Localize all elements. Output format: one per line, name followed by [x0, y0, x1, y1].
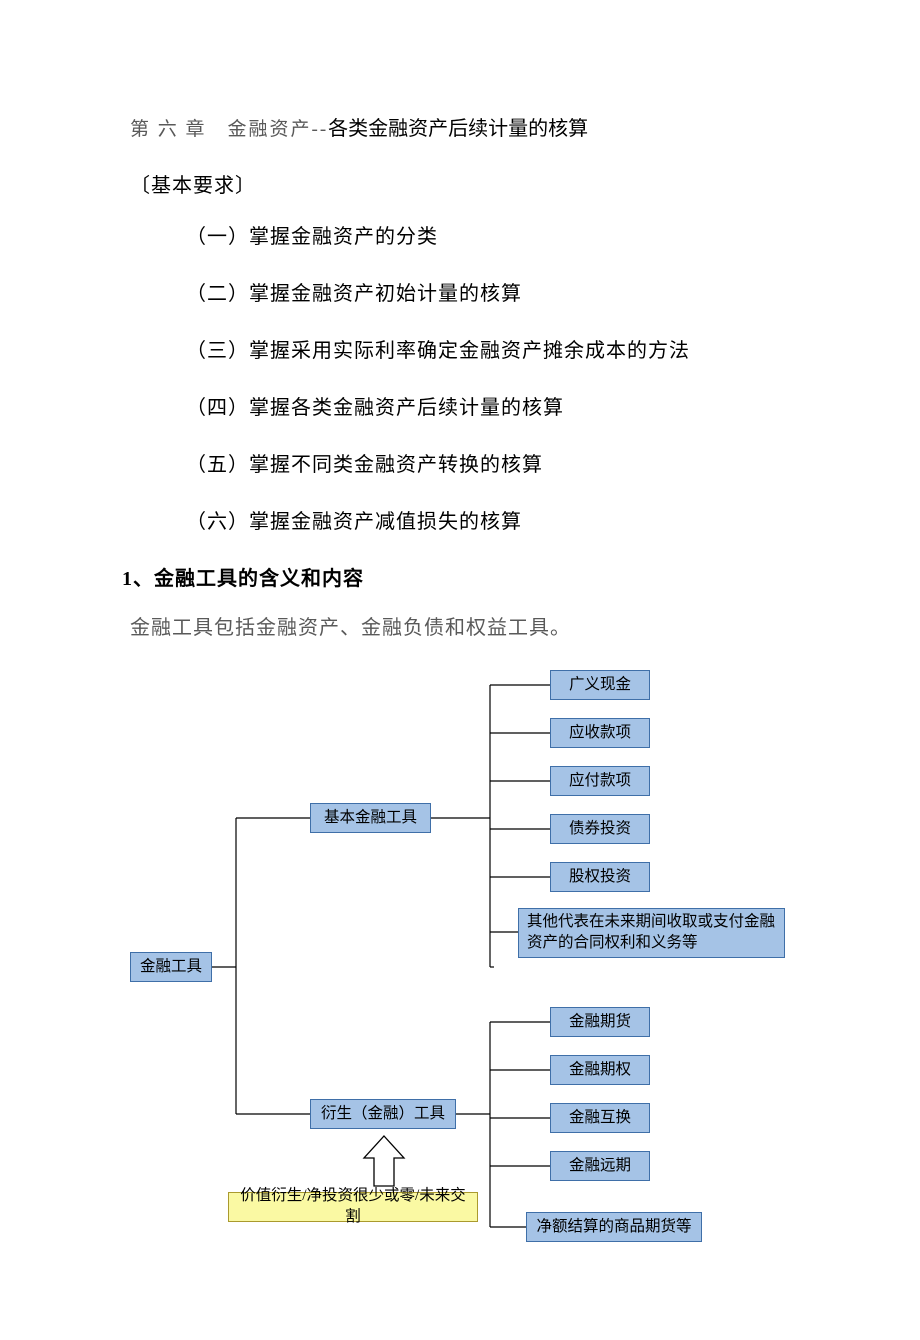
section-heading: 1、金融工具的含义和内容 [122, 562, 790, 591]
node-label: 金融期权 [569, 1060, 631, 1081]
node-label: 金融期货 [569, 1012, 631, 1033]
node-leaf: 应收款项 [550, 718, 650, 748]
node-label: 金融互换 [569, 1108, 631, 1129]
node-leaf: 金融期货 [550, 1007, 650, 1037]
node-leaf: 债券投资 [550, 814, 650, 844]
title-main: 各类金融资产后续计量的核算 [328, 118, 588, 140]
chapter-title: 第 六 章 金融资产--各类金融资产后续计量的核算 [130, 112, 790, 141]
node-mid-basic: 基本金融工具 [310, 803, 431, 833]
node-label: 价值衍生/净投资很少或零/未来交割 [237, 1186, 469, 1228]
outline-item: （二）掌握金融资产初始计量的核算 [186, 277, 790, 306]
outline-list: （一）掌握金融资产的分类 （二）掌握金融资产初始计量的核算 （三）掌握采用实际利… [186, 220, 790, 534]
document-page: 第 六 章 金融资产--各类金融资产后续计量的核算 〔基本要求〕 （一）掌握金融… [0, 0, 920, 1340]
node-leaf-big: 其他代表在未来期间收取或支付金融资产的合同权利和义务等 [518, 908, 785, 958]
node-note: 价值衍生/净投资很少或零/未来交割 [228, 1192, 478, 1222]
node-leaf: 金融远期 [550, 1151, 650, 1181]
node-label: 基本金融工具 [324, 808, 417, 829]
node-root: 金融工具 [130, 952, 212, 982]
outline-item: （三）掌握采用实际利率确定金融资产摊余成本的方法 [186, 334, 790, 363]
node-label: 金融工具 [140, 957, 202, 978]
node-leaf: 净额结算的商品期货等 [526, 1212, 702, 1242]
node-leaf: 金融期权 [550, 1055, 650, 1085]
node-label: 其他代表在未来期间收取或支付金融资产的合同权利和义务等 [527, 912, 776, 954]
node-label: 广义现金 [569, 675, 631, 696]
requirements-heading: 〔基本要求〕 [130, 169, 790, 198]
hierarchy-diagram: 金融工具 基本金融工具 衍生（金融）工具 广义现金 应收款项 应付款项 债券投资… [120, 670, 800, 1280]
node-label: 股权投资 [569, 867, 631, 888]
node-label: 应付款项 [569, 771, 631, 792]
node-mid-derivative: 衍生（金融）工具 [310, 1099, 456, 1129]
node-leaf: 广义现金 [550, 670, 650, 700]
outline-item: （六）掌握金融资产减值损失的核算 [186, 505, 790, 534]
node-label: 衍生（金融）工具 [321, 1104, 445, 1125]
title-prefix: 第 六 章 金融资产-- [130, 119, 328, 140]
outline-item: （五）掌握不同类金融资产转换的核算 [186, 448, 790, 477]
outline-item: （一）掌握金融资产的分类 [186, 220, 790, 249]
node-label: 金融远期 [569, 1156, 631, 1177]
node-leaf: 金融互换 [550, 1103, 650, 1133]
node-leaf: 应付款项 [550, 766, 650, 796]
body-paragraph: 金融工具包括金融资产、金融负债和权益工具。 [130, 611, 790, 640]
node-leaf: 股权投资 [550, 862, 650, 892]
node-label: 净额结算的商品期货等 [536, 1217, 691, 1238]
node-label: 债券投资 [569, 819, 631, 840]
node-label: 应收款项 [569, 723, 631, 744]
outline-item: （四）掌握各类金融资产后续计量的核算 [186, 391, 790, 420]
up-arrow-icon [362, 1134, 406, 1188]
